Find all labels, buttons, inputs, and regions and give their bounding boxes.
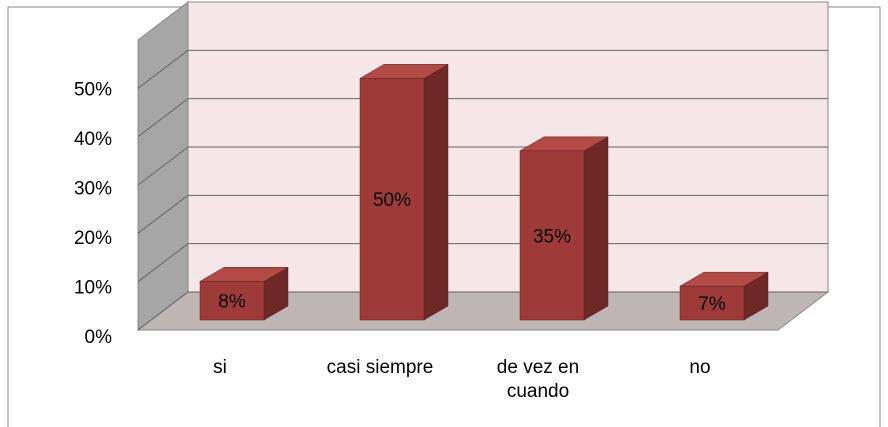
bar — [359, 78, 425, 321]
y-tick-label: 50% — [74, 80, 112, 101]
side-grid-line — [137, 146, 189, 186]
x-tick-label: de vez en cuando — [496, 357, 580, 402]
side-grid-line — [137, 194, 189, 234]
side-grid-line — [137, 98, 189, 138]
side-grid-line — [137, 243, 189, 283]
x-tick-label: no — [689, 357, 711, 378]
y-tick-label: 40% — [74, 129, 112, 150]
bar — [679, 285, 745, 321]
data-label: 8% — [218, 292, 246, 313]
y-tick-label: 20% — [74, 228, 112, 249]
bar-side — [583, 136, 609, 321]
bar — [199, 281, 265, 321]
data-label: 50% — [373, 190, 411, 211]
side-grid-line — [137, 291, 189, 331]
y-tick-label: 10% — [74, 278, 112, 299]
y-tick-label: 30% — [74, 179, 112, 200]
bar — [519, 150, 585, 321]
y-tick-label: 0% — [85, 327, 113, 348]
bar-side — [423, 63, 449, 321]
side-grid-line — [137, 49, 189, 89]
data-label: 35% — [533, 226, 571, 247]
x-tick-label: casi siempre — [326, 357, 434, 378]
data-label: 7% — [698, 294, 726, 315]
x-tick-label: si — [213, 357, 227, 378]
